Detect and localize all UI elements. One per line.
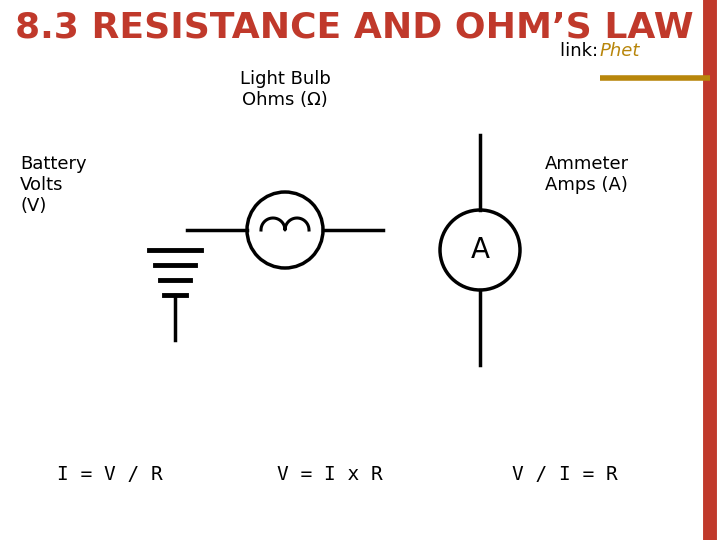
Text: Phet: Phet bbox=[600, 42, 640, 60]
Text: V = I x R: V = I x R bbox=[277, 465, 383, 484]
Text: I = V / R: I = V / R bbox=[57, 465, 163, 484]
Text: 8.3 RESISTANCE AND OHM’S LAW: 8.3 RESISTANCE AND OHM’S LAW bbox=[15, 10, 693, 44]
Text: Ammeter
Amps (A): Ammeter Amps (A) bbox=[545, 155, 629, 194]
Text: Battery
Volts
(V): Battery Volts (V) bbox=[20, 155, 86, 214]
Text: link:: link: bbox=[560, 42, 604, 60]
Text: A: A bbox=[470, 236, 490, 264]
Text: V / I = R: V / I = R bbox=[512, 465, 618, 484]
Text: Light Bulb
Ohms (Ω): Light Bulb Ohms (Ω) bbox=[240, 70, 330, 109]
